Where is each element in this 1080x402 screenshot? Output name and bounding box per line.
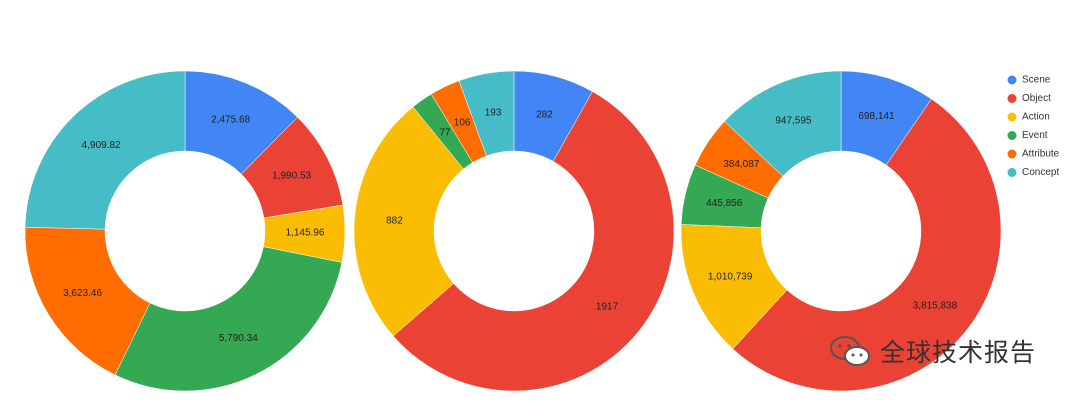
legend-swatch xyxy=(1007,94,1017,103)
data-label: 1,145.96 xyxy=(286,228,325,239)
data-label: 698,141 xyxy=(858,111,895,122)
slice-concept xyxy=(458,70,515,157)
data-label: 1917 xyxy=(596,301,619,312)
slice-attribute xyxy=(24,227,151,376)
data-label: 3,623.46 xyxy=(63,288,102,299)
data-label: 106 xyxy=(454,117,471,128)
data-label: 882 xyxy=(386,215,403,226)
data-label: 77 xyxy=(439,128,451,139)
data-label: 3,815,838 xyxy=(913,300,958,311)
slice-object xyxy=(392,91,675,392)
legend-swatch xyxy=(1007,131,1017,140)
watermark: 全球技术报告 xyxy=(828,333,1036,369)
legend-swatch xyxy=(1007,75,1017,85)
legend-swatch xyxy=(1007,112,1017,122)
legend-item: Attribute xyxy=(1022,149,1060,160)
legend-item: Scene xyxy=(1022,75,1051,86)
data-label: 4,909.82 xyxy=(82,140,121,151)
data-label: 1,010,739 xyxy=(708,272,753,283)
data-label: 947,595 xyxy=(775,115,812,126)
data-label: 5,790.34 xyxy=(219,333,258,344)
wechat-icon xyxy=(830,336,870,366)
data-label: 282 xyxy=(536,110,553,121)
watermark-text: 全球技术报告 xyxy=(880,338,1037,367)
data-label: 2,475.68 xyxy=(211,115,250,126)
legend-item: Object xyxy=(1022,93,1051,104)
data-label: 1,990.53 xyxy=(272,171,311,182)
legend-item: Action xyxy=(1022,112,1050,123)
data-label: 193 xyxy=(485,107,502,118)
slice-object xyxy=(732,98,1002,392)
legend-swatch xyxy=(1007,149,1017,159)
slice-event xyxy=(114,246,343,392)
legend-item: Event xyxy=(1022,130,1048,141)
slice-action xyxy=(353,106,464,337)
data-label: 445,856 xyxy=(706,198,743,209)
legend-swatch xyxy=(1007,168,1017,177)
data-label: 384,087 xyxy=(723,159,760,170)
slice-concept xyxy=(724,70,842,177)
legend-item: Concept xyxy=(1022,167,1059,178)
slice-concept xyxy=(24,70,186,230)
